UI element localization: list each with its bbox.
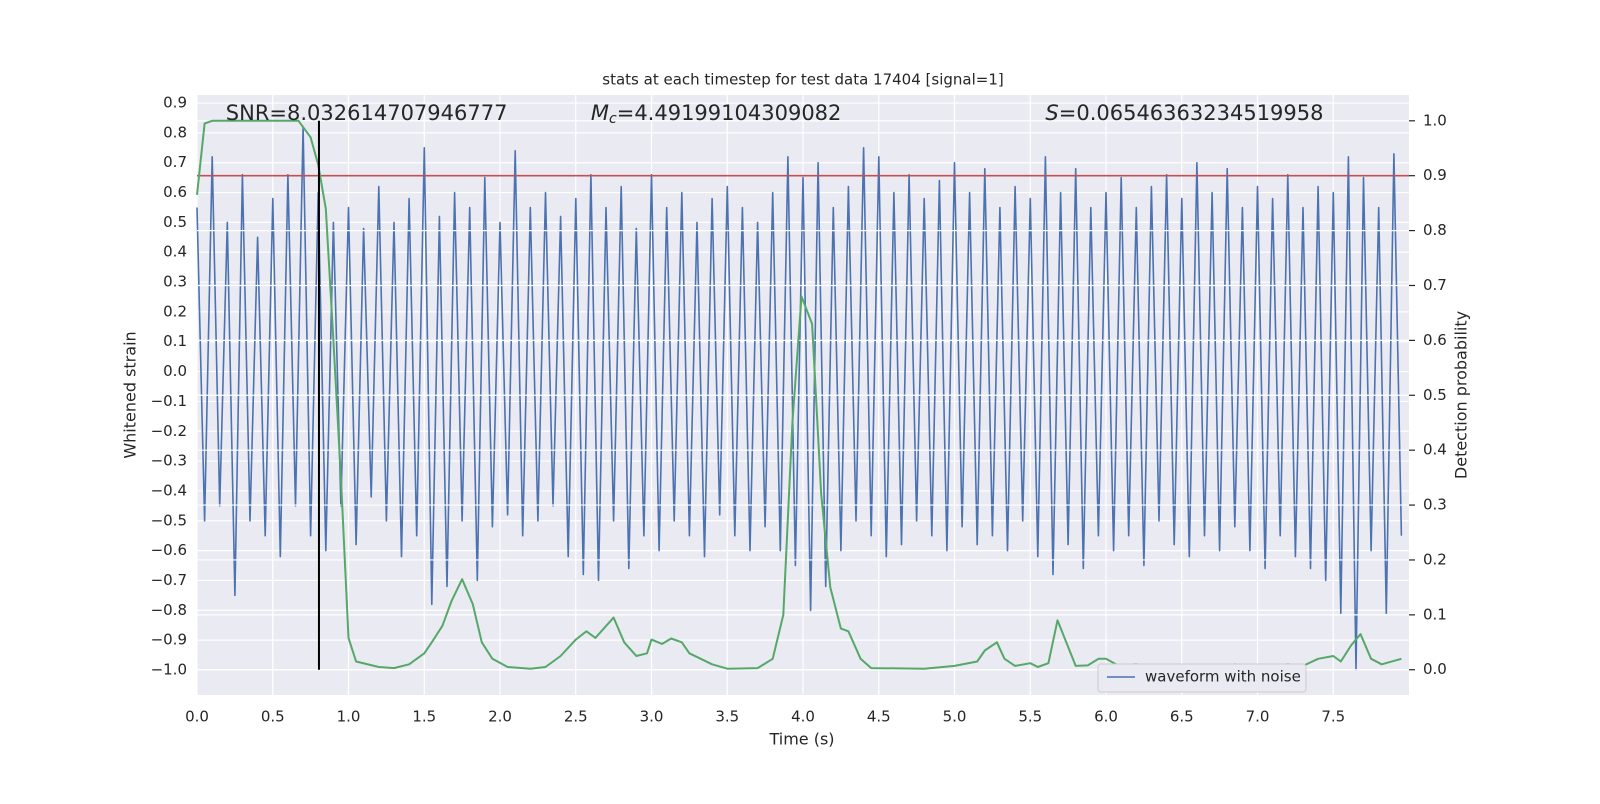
y-tick-label: 0.0	[163, 362, 187, 380]
y2-tick-label: 0.3	[1423, 496, 1447, 514]
y-tick-label: −1.0	[151, 660, 187, 678]
y-tick-label: 0.2	[163, 302, 187, 320]
y2-tick-label: 0.4	[1423, 441, 1447, 459]
x-tick-label: 5.0	[943, 708, 967, 726]
y2-tick-label: 0.5	[1423, 386, 1447, 404]
annotation-subscript: c	[609, 111, 617, 127]
chart-title: stats at each timestep for test data 174…	[602, 71, 1003, 89]
x-tick-label: 7.0	[1246, 708, 1270, 726]
x-tick-label: 1.5	[412, 708, 436, 726]
y2-axis-label: Detection probability	[1452, 311, 1471, 479]
y-tick-label: −0.4	[151, 481, 187, 499]
y2-tick-label: 0.6	[1423, 331, 1447, 349]
y-tick-label: −0.9	[151, 631, 187, 649]
y2-tick-label: 0.8	[1423, 221, 1447, 239]
y-tick-label: −0.2	[151, 422, 187, 440]
y2-tick-label: 0.1	[1423, 605, 1447, 623]
annotation-text: =4.49199104309082	[617, 101, 842, 125]
y-tick-label: −0.6	[151, 541, 187, 559]
y2-tick-label: 0.7	[1423, 276, 1447, 294]
y2-tick-label: 0.0	[1423, 660, 1447, 678]
annotation-symbol: S	[1045, 101, 1058, 125]
y2-tick-label: 0.2	[1423, 550, 1447, 568]
x-tick-label: 2.0	[488, 708, 512, 726]
y-tick-label: 0.6	[163, 183, 187, 201]
annotation: S=0.06546363234519958	[1045, 101, 1323, 125]
y-tick-label: 0.9	[163, 94, 187, 112]
y-tick-label: 0.4	[163, 243, 187, 261]
y-tick-label: −0.1	[151, 392, 187, 410]
annotation: Mc=4.49199104309082	[591, 101, 842, 127]
y-axis-label: Whitened strain	[121, 331, 140, 458]
x-tick-label: 6.0	[1094, 708, 1118, 726]
y-tick-label: 0.1	[163, 332, 187, 350]
y-tick-label: −0.5	[151, 511, 187, 529]
x-tick-label: 1.0	[337, 708, 361, 726]
legend-label: waveform with noise	[1145, 668, 1301, 686]
x-axis-label: Time (s)	[768, 730, 834, 749]
x-tick-label: 3.0	[640, 708, 664, 726]
x-tick-label: 4.5	[867, 708, 891, 726]
annotation-text: SNR=8.032614707946777	[226, 101, 508, 125]
y-tick-label: 0.7	[163, 153, 187, 171]
x-tick-label: 4.0	[791, 708, 815, 726]
y-tick-label: −0.8	[151, 601, 187, 619]
x-tick-label: 0.5	[261, 708, 285, 726]
series-line	[196, 126, 1403, 671]
y2-tick-label: 1.0	[1423, 111, 1447, 129]
annotation-text: =0.06546363234519958	[1059, 101, 1324, 125]
x-tick-label: 7.5	[1321, 708, 1345, 726]
annotation: SNR=8.032614707946777	[226, 101, 508, 125]
x-tick-label: 2.5	[564, 708, 588, 726]
x-tick-label: 5.5	[1018, 708, 1042, 726]
x-tick-label: 3.5	[715, 708, 739, 726]
legend-box	[1097, 663, 1307, 693]
x-tick-label: 0.0	[185, 708, 209, 726]
y-tick-label: −0.7	[151, 571, 187, 589]
annotation-symbol: M	[591, 101, 609, 125]
x-tick-label: 6.5	[1170, 708, 1194, 726]
y-tick-label: −0.3	[151, 452, 187, 470]
y-tick-label: 0.3	[163, 273, 187, 291]
y2-tick-label: 0.9	[1423, 166, 1447, 184]
y-tick-label: 0.8	[163, 123, 187, 141]
y-tick-label: 0.5	[163, 213, 187, 231]
